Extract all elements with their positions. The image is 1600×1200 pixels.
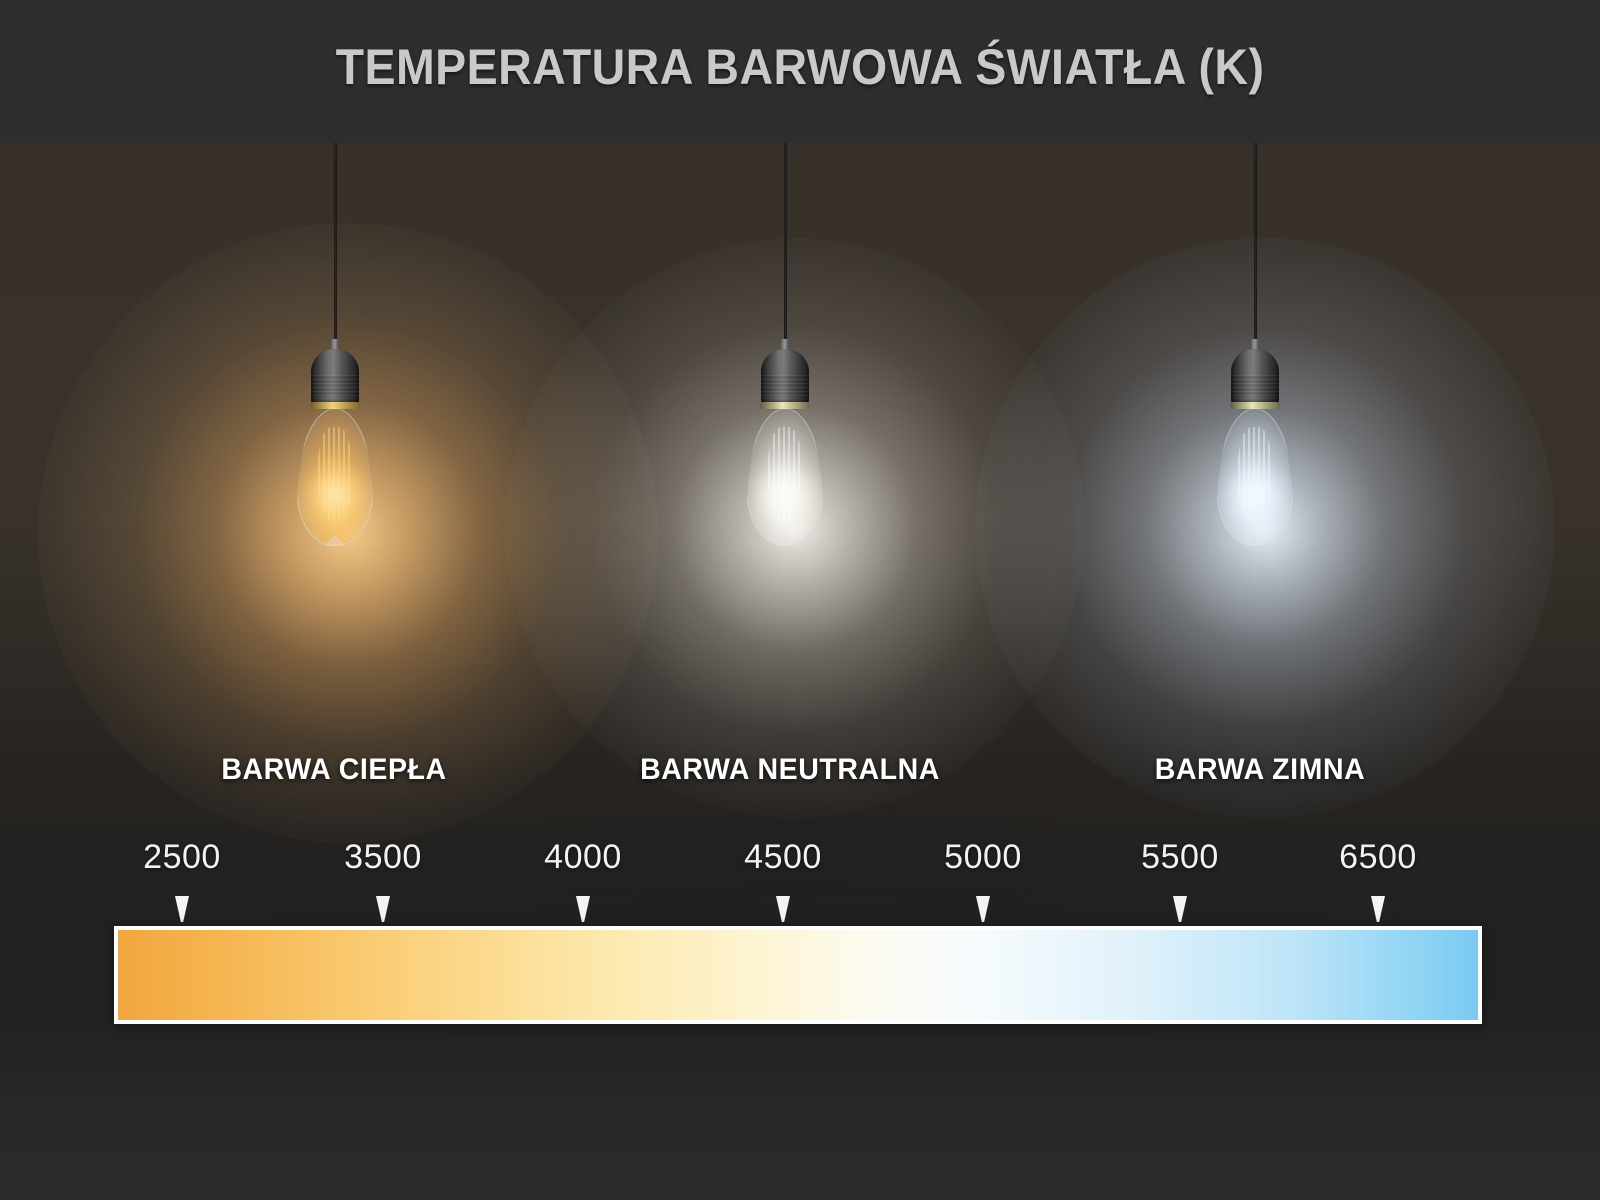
- tick-marker-6: [1371, 896, 1385, 922]
- tick-label-0: 2500: [143, 838, 221, 876]
- tick-label-3: 4500: [744, 838, 822, 876]
- tick-marker-5: [1173, 896, 1187, 922]
- page-title: TEMPERATURA BARWOWA ŚWIATŁA (K): [335, 39, 1265, 95]
- header-band: TEMPERATURA BARWOWA ŚWIATŁA (K): [0, 0, 1600, 143]
- tick-label-1: 3500: [344, 838, 422, 876]
- tick-marker-1: [376, 896, 390, 922]
- tick-marker-0: [175, 896, 189, 922]
- tick-marker-3: [776, 896, 790, 922]
- gradient-bar-frame: [114, 926, 1482, 1024]
- tick-marker-4: [976, 896, 990, 922]
- tick-label-2: 4000: [544, 838, 622, 876]
- tick-marker-2: [576, 896, 590, 922]
- tick-label-4: 5000: [944, 838, 1022, 876]
- tick-label-6: 6500: [1339, 838, 1417, 876]
- tick-label-5: 5500: [1141, 838, 1219, 876]
- color-temperature-gradient-bar: [118, 930, 1478, 1020]
